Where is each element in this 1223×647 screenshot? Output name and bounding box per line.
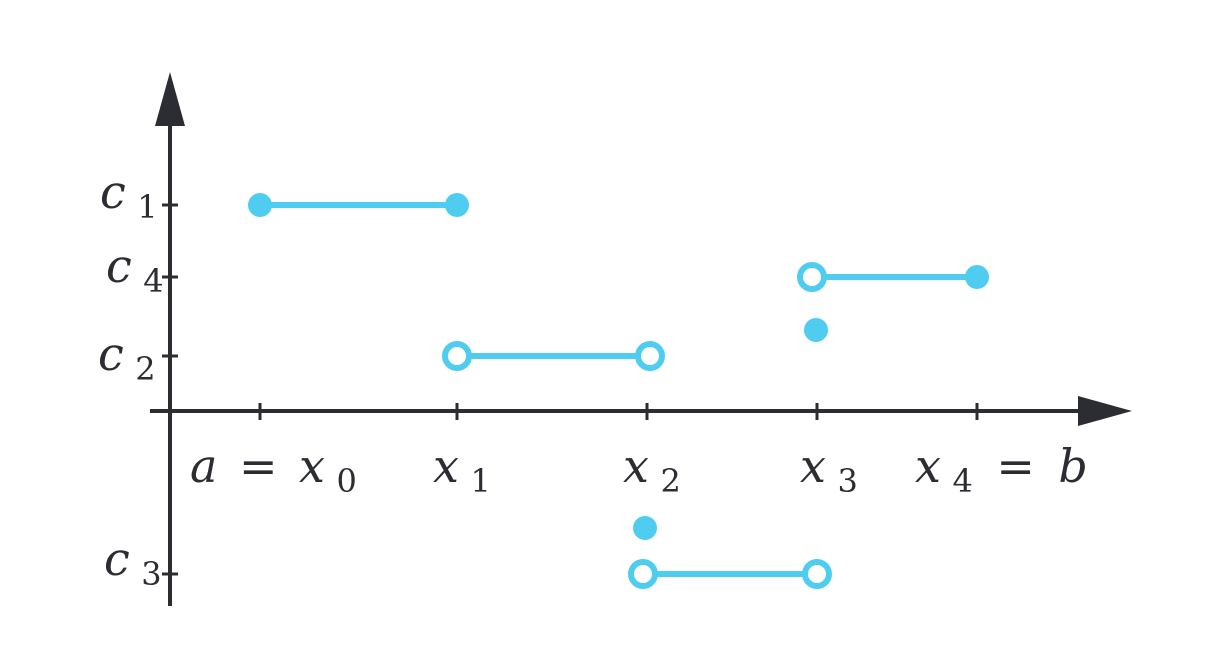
open-point-c2-right xyxy=(635,341,665,371)
closed-point-c1-right xyxy=(445,193,469,217)
x-label-x3: x 3 xyxy=(800,439,858,500)
closed-point-c4-right xyxy=(965,265,989,289)
y-label-c3: c 3 xyxy=(104,532,162,593)
x-ticks xyxy=(258,403,979,420)
y-label-c2: c 2 xyxy=(98,327,156,388)
x-label-x1: x 1 xyxy=(433,439,491,500)
x-axis-arrowhead xyxy=(1078,396,1132,426)
y-label-c1: c 1 xyxy=(100,165,158,226)
y-axis-arrowhead xyxy=(155,72,185,126)
closed-point-c1-left xyxy=(248,193,272,217)
y-label-c4: c 4 xyxy=(106,239,164,300)
open-points xyxy=(442,262,832,589)
open-point-c3-left xyxy=(628,559,658,589)
open-point-c4-left xyxy=(797,262,827,292)
step-segments xyxy=(257,202,980,577)
open-point-c3-right xyxy=(802,559,832,589)
x-label-x2: x 2 xyxy=(623,439,681,500)
x-label-x0: a = x 0 xyxy=(190,439,357,500)
x-labels: a = x 0 x 1 x 2 x 3 x 4 = b xyxy=(190,439,1088,502)
x-label-x4: x 4 = b xyxy=(915,439,1088,502)
closed-points xyxy=(248,193,989,540)
closed-point-x2-value xyxy=(633,516,657,540)
y-ticks xyxy=(162,203,178,576)
open-point-c2-left xyxy=(442,341,472,371)
closed-point-x3-value xyxy=(804,318,828,342)
axes xyxy=(150,72,1132,606)
y-labels: c 1 c 4 c 2 c 3 xyxy=(98,165,164,593)
